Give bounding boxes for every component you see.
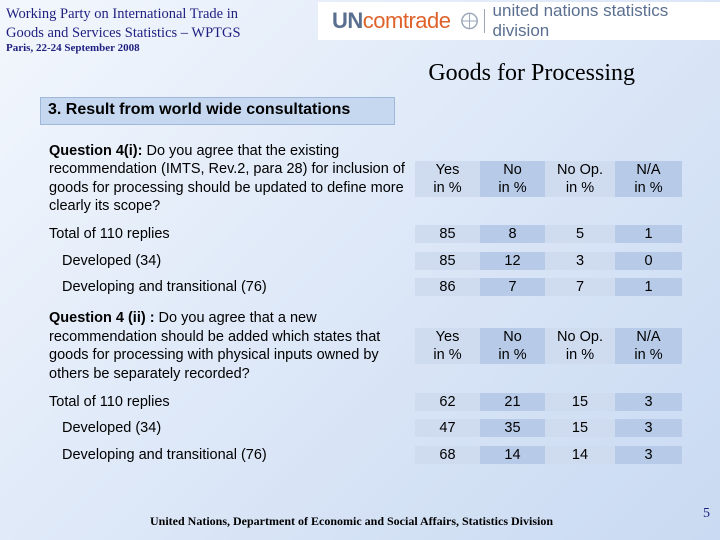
question-1-text: Question 4(i): Do you agree that the exi…: [40, 142, 415, 216]
row-label: Developing and transitional (76): [62, 279, 267, 296]
row-label: Developing and transitional (76): [62, 446, 267, 463]
table-row: Developing and transitional (76) 86 7 7 …: [40, 274, 682, 301]
cell-na: 1: [615, 225, 682, 244]
cell-no: 12: [480, 251, 545, 270]
row-label: Developed (34): [62, 420, 162, 437]
logo-un-text: UN: [332, 8, 363, 33]
results-table: Question 4(i): Do you agree that the exi…: [40, 136, 682, 468]
cell-no: 8: [480, 225, 545, 244]
logo-comtrade-text: comtrade: [362, 8, 451, 33]
cell-na: 1: [615, 278, 682, 297]
cell-na: 0: [615, 251, 682, 270]
cell-no: 35: [480, 419, 545, 438]
table-row: Total of 110 replies 62 21 15 3: [40, 389, 682, 416]
cell-na: 3: [615, 419, 682, 438]
slide-title: Goods for Processing: [428, 60, 635, 86]
question-1-prefix: Question 4(i):: [49, 142, 143, 159]
cell-yes: 85: [415, 225, 480, 244]
cell-yes: 47: [415, 419, 480, 438]
cell-no: 7: [480, 278, 545, 297]
col-header-yes: Yes in %: [415, 328, 480, 364]
logo-division-text: united nations statistics division: [492, 1, 669, 40]
table-row: Total of 110 replies 85 8 5 1: [40, 221, 682, 248]
question-2-text: Question 4 (ii) : Do you agree that a ne…: [40, 309, 415, 383]
cell-yes: 85: [415, 251, 480, 270]
cell-no: 21: [480, 392, 545, 411]
cell-na: 3: [615, 445, 682, 464]
conference-title: Working Party on International Trade in …: [6, 5, 241, 43]
question-1-body: Do you agree that the existing recommend…: [49, 142, 405, 215]
cell-no-op: 15: [545, 419, 615, 438]
footer-text: United Nations, Department of Economic a…: [150, 514, 553, 528]
cell-no: 14: [480, 445, 545, 464]
col-header-na: N/A in %: [615, 328, 682, 364]
col-header-no-op: No Op. in %: [545, 160, 615, 197]
un-emblem-icon: [460, 12, 478, 30]
cell-no-op: 15: [545, 392, 615, 411]
col-header-no: No in %: [480, 160, 545, 197]
question-1-row: Question 4(i): Do you agree that the exi…: [40, 136, 682, 221]
question-2-row: Question 4 (ii) : Do you agree that a ne…: [40, 304, 682, 389]
cell-no-op: 7: [545, 278, 615, 297]
row-label: Total of 110 replies: [49, 393, 170, 410]
uncomtrade-logo: UN comtrade united nations statistics div…: [318, 1, 720, 40]
cell-na: 3: [615, 392, 682, 411]
section-heading: 3. Result from world wide consultations: [40, 97, 395, 125]
table-row: Developed (34) 85 12 3 0: [40, 248, 682, 275]
conference-title-line2: Goods and Services Statistics – WPTGS: [6, 25, 241, 41]
col-header-no: No in %: [480, 328, 545, 364]
conference-date: Paris, 22-24 September 2008: [6, 42, 140, 54]
logo-separator: [483, 9, 485, 33]
cell-no-op: 14: [545, 445, 615, 464]
row-label: Developed (34): [62, 252, 162, 269]
table-row: Developing and transitional (76) 68 14 1…: [40, 442, 682, 469]
page-number: 5: [703, 506, 710, 521]
col-header-yes: Yes in %: [415, 160, 480, 197]
question-2-prefix: Question 4 (ii) :: [49, 310, 155, 326]
row-label: Total of 110 replies: [49, 226, 170, 243]
cell-no-op: 3: [545, 251, 615, 270]
cell-no-op: 5: [545, 225, 615, 244]
col-header-na: N/A in %: [615, 160, 682, 197]
conference-title-line1: Working Party on International Trade in: [6, 6, 239, 22]
cell-yes: 68: [415, 445, 480, 464]
cell-yes: 62: [415, 392, 480, 411]
cell-yes: 86: [415, 278, 480, 297]
col-header-no-op: No Op. in %: [545, 328, 615, 364]
table-row: Developed (34) 47 35 15 3: [40, 415, 682, 442]
question-2-body: Do you agree that a new recommendation s…: [49, 310, 381, 382]
